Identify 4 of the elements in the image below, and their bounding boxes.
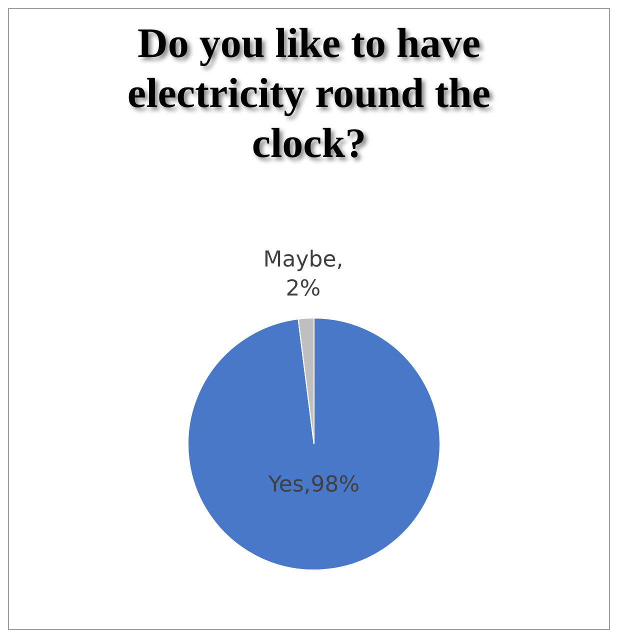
chart-title: Do you like to have electricity round the clock? <box>126 20 492 169</box>
slice-label: Yes,98% <box>267 472 360 498</box>
slice-label: Maybe, 2% <box>263 248 344 302</box>
pie-slice <box>188 318 440 570</box>
